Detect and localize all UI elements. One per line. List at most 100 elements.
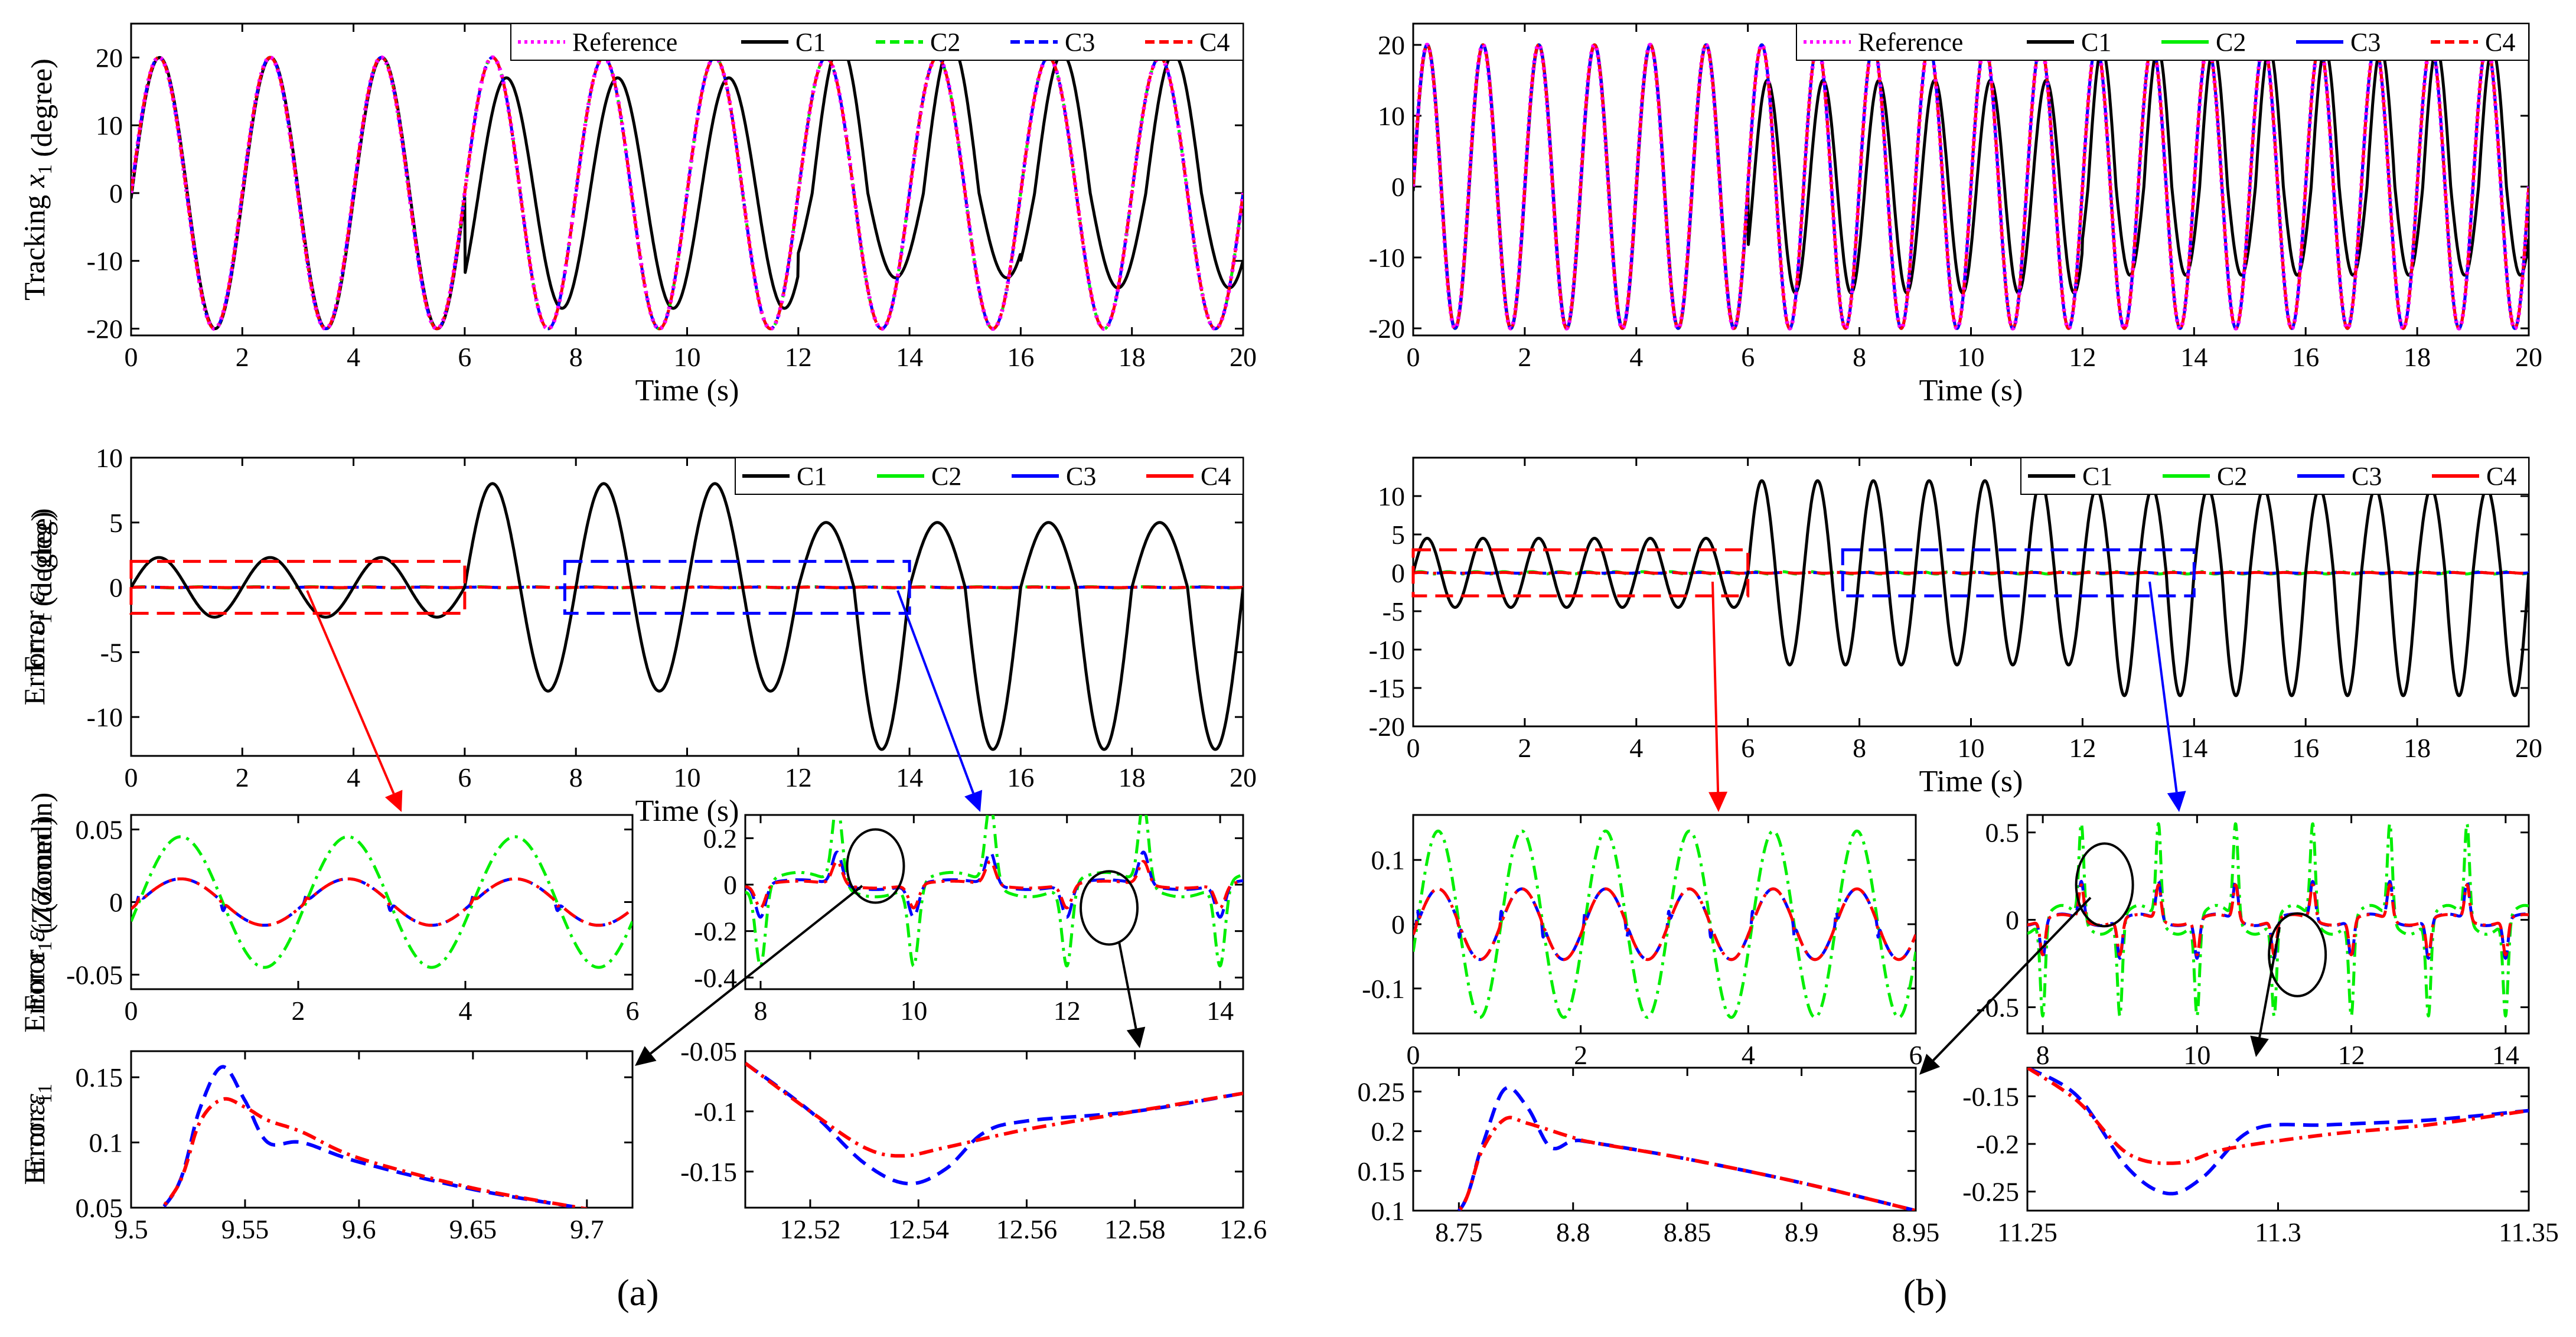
a-zoom2-xtick-label: 10 xyxy=(900,996,927,1026)
b-zoom4-chart: 11.25 11.3 11.35 -0.25 -0.2 -0.15 xyxy=(1962,1067,2559,1247)
b-zoom4-ytick-label: -0.25 xyxy=(1962,1177,2019,1207)
b-error-zoom-box xyxy=(1841,548,2196,598)
a-tracking-ylabel: Tracking x1 (degree) xyxy=(18,58,58,300)
b-zoom2-xtick-label: 10 xyxy=(2183,1040,2210,1070)
a-zoom2-line-C3 xyxy=(745,850,1243,919)
a-zoom2-ytick-label: -0.2 xyxy=(694,917,737,947)
a-error-ylabel: Error ε1 (degree) xyxy=(18,508,58,706)
b-tracking-legend-label: C2 xyxy=(2216,28,2246,57)
b-tracking-legend-label: C4 xyxy=(2485,28,2515,57)
a-tracking-legend-label: C1 xyxy=(795,28,826,57)
b-error-xtick-label: 12 xyxy=(2069,733,2096,763)
a-error-ytick-label: -10 xyxy=(87,702,123,732)
zoom-arrow xyxy=(635,885,863,1066)
b-error-legend-label: C2 xyxy=(2217,462,2247,491)
a-tracking-legend-label: C2 xyxy=(930,28,960,57)
b-zoom1-xtick-label: 0 xyxy=(1407,1040,1420,1070)
b-zoom4-plot-area xyxy=(2026,1067,2530,1212)
zoom-arrow xyxy=(306,590,403,812)
a-error-legend-label: C1 xyxy=(797,462,827,491)
b-error-legend-label: C3 xyxy=(2352,462,2382,491)
b-zoom3-ytick-label: 0.1 xyxy=(1371,1196,1406,1226)
b-tracking-legend: Reference C1 C2 C3 C4 xyxy=(1796,23,2529,61)
caption-b: (b) xyxy=(1903,1271,1948,1313)
a-zoom3-ytick-label: 0.15 xyxy=(76,1062,123,1093)
b-zoom2-highlight-circle xyxy=(2075,842,2134,928)
b-error-xtick-label: 18 xyxy=(2404,733,2431,763)
zoom-arrow xyxy=(2250,927,2281,1057)
a-tracking-xtick-label: 18 xyxy=(1119,342,1146,372)
a-error-ytick-label: -5 xyxy=(100,637,123,667)
a-zoom4-ytick-label: -0.05 xyxy=(680,1036,737,1067)
b-zoom4-line-C4 xyxy=(2027,1068,2529,1165)
b-zoom3-xtick-label: 8.95 xyxy=(1892,1217,1940,1247)
caption-a: (a) xyxy=(617,1271,658,1313)
a-error-xtick-label: 2 xyxy=(236,762,249,793)
a-zoom2-ytick-label: 0 xyxy=(723,870,737,900)
a-zoom1-xtick-label: 4 xyxy=(459,996,472,1026)
a-error-legend-label: C4 xyxy=(1201,462,1231,491)
b-zoom4-xtick-label: 11.3 xyxy=(2255,1217,2301,1247)
a-zoom2-plot-area xyxy=(744,814,1244,990)
b-zoom2-line-C2 xyxy=(2027,822,2529,1018)
a-tracking-xtick-label: 12 xyxy=(785,342,812,372)
a-tracking-xlabel: Time (s) xyxy=(635,374,739,407)
a-error-legend-label: C2 xyxy=(931,462,961,491)
a-zoom2-highlight-circle xyxy=(1080,870,1139,946)
a-error-ytick-label: 5 xyxy=(109,508,123,538)
a-zoom1-xtick-label: 0 xyxy=(125,996,138,1026)
b-tracking-legend-label: C1 xyxy=(2081,28,2111,57)
a-error-plot-area xyxy=(130,456,1244,757)
b-tracking-xtick-label: 0 xyxy=(1407,342,1420,372)
a-zoom3-line-C4 xyxy=(159,1097,588,1208)
a-zoom2-xtick-label: 12 xyxy=(1054,996,1081,1026)
b-zoom2-ytick-label: 0.5 xyxy=(1985,818,2020,848)
b-error-xtick-label: 10 xyxy=(1958,733,1985,763)
b-zoom3-line-C4 xyxy=(1456,1116,1916,1211)
a-zoom2-highlight-circle xyxy=(846,828,905,904)
a-tracking-ytick-label: 20 xyxy=(96,43,123,73)
b-zoom1-ytick-label: 0.1 xyxy=(1371,845,1406,875)
zoom-arrow xyxy=(1708,581,1728,812)
b-zoom3-chart: 8.75 8.8 8.85 8.9 8.95 0.1 0.15 0.2 0.25 Error ε1 xyxy=(18,1067,1940,1247)
b-zoom2-highlight-circle xyxy=(2268,912,2327,997)
zoom-arrow xyxy=(1919,896,2092,1075)
a-error-legend-label: C3 xyxy=(1066,462,1096,491)
a-error-xtick-label: 20 xyxy=(1230,762,1257,793)
a-zoom3-ytick-label: 0.05 xyxy=(76,1193,123,1223)
b-error-ylabel: Error ε1 (deg) xyxy=(18,511,58,673)
a-tracking-chart: 0 2 4 6 8 10 12 14 16 18 20 -20 -10 0 10 20 Time (s) Trac… xyxy=(18,22,1257,407)
a-zoom2-xtick-label: 14 xyxy=(1207,996,1234,1026)
b-tracking-xtick-label: 2 xyxy=(1518,342,1531,372)
a-error-xtick-label: 10 xyxy=(674,762,701,793)
b-error-ytick-label: 5 xyxy=(1391,520,1405,550)
b-tracking-xtick-label: 18 xyxy=(2404,342,2431,372)
a-zoom3-line-C3 xyxy=(160,1065,588,1208)
a-tracking-legend-label: Reference xyxy=(572,28,677,57)
a-zoom1-series xyxy=(131,835,632,969)
a-zoom4-ytick-label: -0.15 xyxy=(680,1157,737,1187)
b-tracking-xtick-label: 12 xyxy=(2069,342,2096,372)
a-zoom1-ytick-label: -0.05 xyxy=(66,960,123,990)
a-zoom3-ytick-label: 0.1 xyxy=(89,1128,123,1158)
b-tracking-xtick-label: 10 xyxy=(1958,342,1985,372)
a-zoom4-xtick-label: 12.54 xyxy=(888,1214,949,1244)
a-zoom4-line-C3 xyxy=(745,1061,1243,1186)
a-tracking-xtick-label: 0 xyxy=(125,342,138,372)
b-zoom3-plot-area xyxy=(1412,1067,1917,1212)
b-zoom2-xtick-label: 8 xyxy=(2036,1040,2050,1070)
a-zoom3-xtick-label: 9.55 xyxy=(221,1214,269,1244)
b-zoom1-xtick-label: 6 xyxy=(1909,1040,1923,1070)
b-tracking-xtick-label: 14 xyxy=(2180,342,2207,372)
a-zoom1-line-C4 xyxy=(131,877,632,927)
a-zoom2-chart: 8 10 12 14 -0.4 -0.2 0 0.2 xyxy=(694,814,1244,1026)
a-tracking-line-C4 xyxy=(131,56,1243,331)
b-tracking-xtick-label: 20 xyxy=(2515,342,2542,372)
b-error-ytick-label: -10 xyxy=(1369,635,1405,665)
b-zoom3-ytick-label: 0.2 xyxy=(1371,1117,1406,1147)
b-tracking-ytick-label: 10 xyxy=(1378,101,1405,131)
